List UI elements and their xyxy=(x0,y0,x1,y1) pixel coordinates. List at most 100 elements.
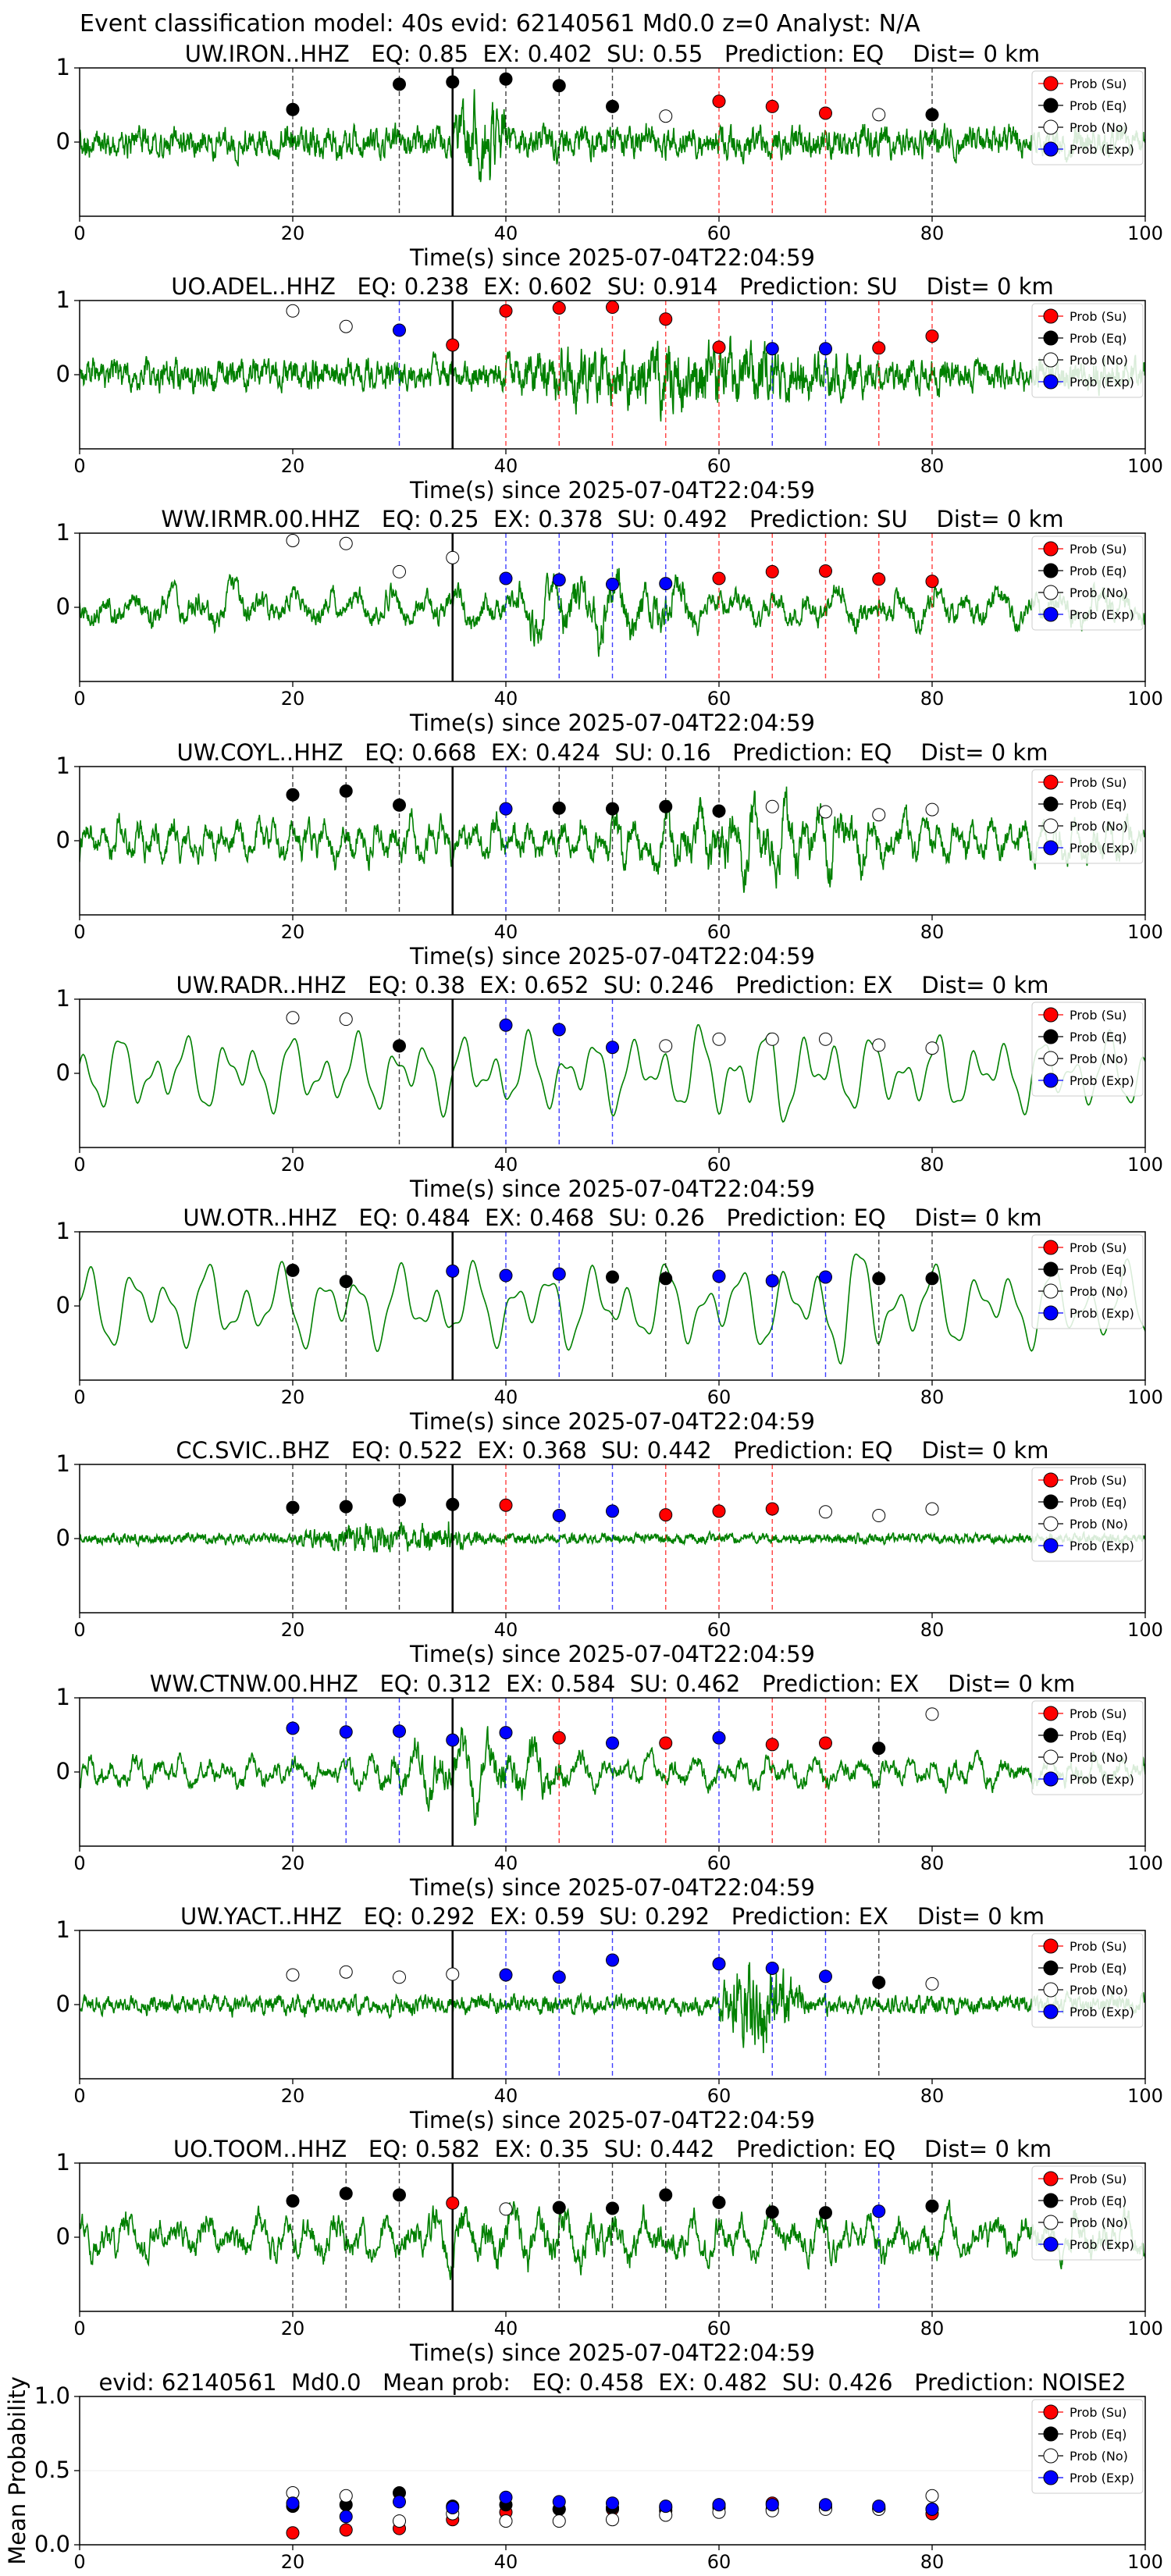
prob-marker-no xyxy=(499,2202,513,2216)
legend-label: Prob (No) xyxy=(1070,1517,1128,1532)
x-tick-label: 0 xyxy=(73,921,85,943)
prob-marker-su xyxy=(446,2196,460,2210)
x-tick-label: 60 xyxy=(707,222,731,244)
prob-marker-no xyxy=(286,1011,300,1025)
y-tick-label: 0 xyxy=(56,2223,70,2250)
axes-frame xyxy=(79,1697,1146,1847)
prob-marker-no xyxy=(446,550,460,564)
legend-marker xyxy=(1043,308,1059,324)
prob-marker-su xyxy=(819,1736,832,1750)
panel-10: UO.TOOM..HHZ EQ: 0.582 EX: 0.35 SU: 0.44… xyxy=(56,2136,1163,2366)
x-tick-label: 20 xyxy=(281,2085,305,2107)
x-tick-label: 40 xyxy=(494,455,518,477)
waveform-trace xyxy=(80,1726,1145,1826)
prob-marker-su xyxy=(872,341,886,355)
x-tick-label: 60 xyxy=(707,455,731,477)
legend-box xyxy=(1031,535,1144,631)
legend-box xyxy=(1031,1467,1144,1562)
panel-title: CC.SVIC..BHZ EQ: 0.522 EX: 0.368 SU: 0.4… xyxy=(176,1437,1048,1464)
y-tick-label: 1 xyxy=(56,1218,70,1244)
x-tick-label: 80 xyxy=(920,1386,945,1408)
mean-marker-exp xyxy=(606,2496,619,2510)
x-tick-label: 20 xyxy=(281,1154,305,1176)
y-tick-label: 1.0 xyxy=(34,2382,70,2409)
prob-marker-no xyxy=(659,109,673,123)
x-tick-label: 0 xyxy=(73,2551,85,2573)
prob-marker-eq xyxy=(286,102,300,116)
legend-marker xyxy=(1043,1240,1059,1255)
x-tick-label: 60 xyxy=(707,2085,731,2107)
prob-marker-exp xyxy=(552,1023,566,1037)
legend-label: Prob (Eq) xyxy=(1070,2194,1127,2208)
prob-marker-exp xyxy=(499,571,513,585)
prob-marker-exp xyxy=(499,1726,513,1740)
x-tick-label: 0 xyxy=(73,1154,85,1176)
x-tick-label: 100 xyxy=(1127,2551,1163,2573)
prob-marker-su xyxy=(872,572,886,586)
legend-label: Prob (No) xyxy=(1070,585,1128,600)
x-tick-label: 80 xyxy=(920,2318,945,2339)
prob-marker-exp xyxy=(499,1018,513,1032)
mean-marker-no xyxy=(552,2514,566,2528)
mean-marker-exp xyxy=(446,2501,460,2514)
prob-marker-exp xyxy=(499,802,513,816)
x-tick-label: 100 xyxy=(1127,2318,1163,2339)
legend-label: Prob (Su) xyxy=(1070,1706,1127,1721)
legend-box xyxy=(1031,1234,1144,1329)
y-tick-label: 0 xyxy=(56,593,70,620)
y-tick-label: 1 xyxy=(56,985,70,1012)
x-tick-label: 80 xyxy=(920,1619,945,1641)
prob-marker-exp xyxy=(765,1274,779,1288)
prob-marker-su xyxy=(499,304,513,318)
panel-title: UW.YACT..HHZ EQ: 0.292 EX: 0.59 SU: 0.29… xyxy=(180,1903,1045,1930)
mean-marker-exp xyxy=(659,2500,673,2514)
x-tick-label: 40 xyxy=(494,2551,518,2573)
x-axis-label: Time(s) since 2025-07-04T22:04:59 xyxy=(409,1874,815,1901)
legend-marker xyxy=(1043,2193,1059,2208)
legend-label: Prob (Exp) xyxy=(1070,375,1134,390)
legend-marker xyxy=(1043,141,1059,157)
axes-frame xyxy=(79,2162,1146,2312)
axes-frame xyxy=(79,1464,1146,1614)
prob-marker-eq xyxy=(393,2188,406,2202)
prob-marker-su xyxy=(552,301,566,315)
legend-label: Prob (No) xyxy=(1070,1983,1128,1998)
mean-marker-su xyxy=(286,2526,300,2540)
x-tick-label: 60 xyxy=(707,1386,731,1408)
prob-marker-eq xyxy=(286,1500,300,1514)
x-axis-label: Time(s) since 2025-07-04T22:04:59 xyxy=(409,2339,815,2366)
legend-marker xyxy=(1043,1305,1059,1321)
y-tick-label: 0 xyxy=(56,1525,70,1551)
mean-marker-no xyxy=(925,2489,939,2503)
legend-marker xyxy=(1043,796,1059,812)
legend-label: Prob (No) xyxy=(1070,1750,1128,1765)
legend-label: Prob (No) xyxy=(1070,353,1128,368)
legend-marker xyxy=(1043,2004,1059,2019)
x-tick-label: 100 xyxy=(1127,1852,1163,1874)
legend-marker xyxy=(1043,2236,1059,2252)
prob-marker-exp xyxy=(712,1269,726,1283)
prob-marker-no xyxy=(872,808,886,822)
prob-marker-eq xyxy=(446,75,460,89)
prob-marker-exp xyxy=(606,1953,619,1967)
x-tick-label: 80 xyxy=(920,921,945,943)
legend-marker xyxy=(1043,1982,1059,1998)
prob-marker-eq xyxy=(393,1493,406,1507)
prob-marker-eq xyxy=(872,1742,886,1756)
x-tick-label: 100 xyxy=(1127,1154,1163,1176)
prob-marker-eq xyxy=(286,788,300,802)
x-axis-label: Time(s) since 2025-07-04T22:04:59 xyxy=(409,244,815,271)
panel-7: CC.SVIC..BHZ EQ: 0.522 EX: 0.368 SU: 0.4… xyxy=(56,1437,1163,1667)
prob-marker-exp xyxy=(765,1961,779,1975)
prob-marker-eq xyxy=(606,99,619,113)
panel-9: UW.YACT..HHZ EQ: 0.292 EX: 0.59 SU: 0.29… xyxy=(56,1903,1163,2133)
x-tick-label: 0 xyxy=(73,2085,85,2107)
prob-marker-eq xyxy=(339,1275,353,1289)
prob-marker-su xyxy=(765,1738,779,1752)
x-tick-label: 80 xyxy=(920,1852,945,1874)
x-tick-label: 20 xyxy=(281,455,305,477)
x-tick-label: 80 xyxy=(920,2085,945,2107)
legend-box xyxy=(1031,1002,1144,1097)
legend-label: Prob (Su) xyxy=(1070,1240,1127,1255)
prob-marker-eq xyxy=(552,2201,566,2215)
